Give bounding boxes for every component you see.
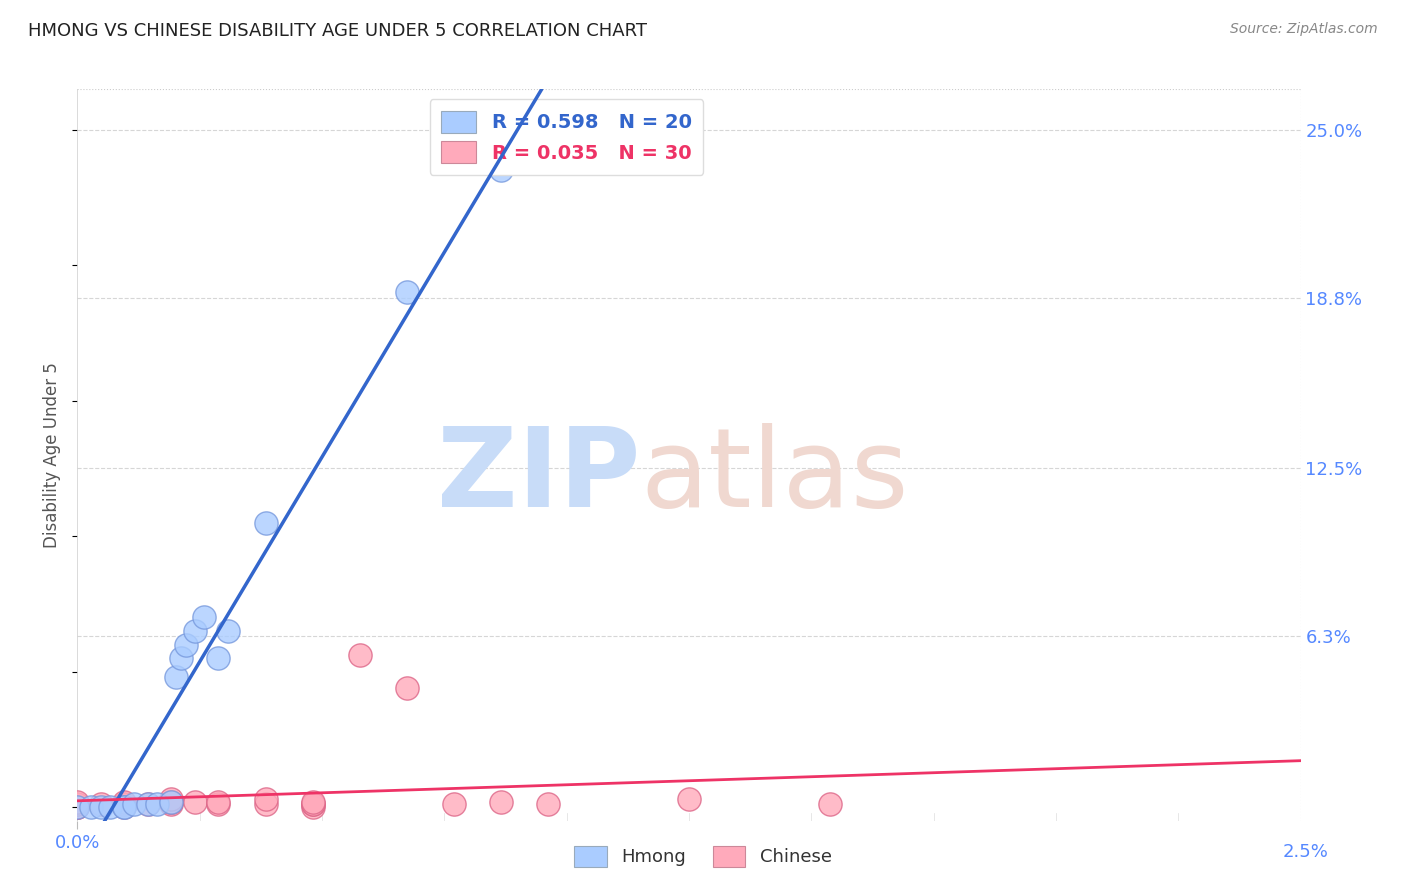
Point — [301, 797, 323, 812]
Point — [146, 797, 169, 812]
Point — [184, 624, 207, 638]
Point — [160, 797, 183, 812]
Point — [66, 797, 89, 812]
Text: HMONG VS CHINESE DISABILITY AGE UNDER 5 CORRELATION CHART: HMONG VS CHINESE DISABILITY AGE UNDER 5 … — [28, 22, 647, 40]
Point — [112, 797, 135, 812]
Point — [66, 800, 89, 814]
Point — [818, 797, 841, 812]
Point — [160, 795, 183, 809]
Point — [66, 800, 89, 814]
Point — [489, 163, 512, 178]
Legend: Hmong, Chinese: Hmong, Chinese — [567, 838, 839, 874]
Point — [217, 624, 239, 638]
Point — [301, 795, 323, 809]
Point — [443, 797, 465, 812]
Point — [489, 795, 512, 809]
Point — [90, 800, 112, 814]
Point — [207, 795, 229, 809]
Point — [184, 795, 207, 809]
Text: atlas: atlas — [640, 424, 908, 531]
Point — [66, 800, 89, 814]
Point — [174, 638, 197, 652]
Point — [112, 800, 135, 814]
Point — [165, 670, 187, 684]
Point — [349, 648, 371, 663]
Point — [254, 792, 277, 806]
Point — [66, 795, 89, 809]
Point — [112, 800, 135, 814]
Point — [160, 795, 183, 809]
Point — [678, 792, 700, 806]
Text: 2.5%: 2.5% — [1282, 843, 1329, 861]
Point — [170, 651, 193, 665]
Point — [160, 795, 183, 809]
Point — [301, 800, 323, 814]
Point — [112, 800, 135, 814]
Point — [207, 651, 229, 665]
Point — [66, 800, 89, 814]
Point — [537, 797, 560, 812]
Point — [90, 797, 112, 812]
Y-axis label: Disability Age Under 5: Disability Age Under 5 — [44, 362, 62, 548]
Point — [136, 797, 159, 812]
Point — [254, 797, 277, 812]
Text: ZIP: ZIP — [437, 424, 640, 531]
Point — [98, 800, 121, 814]
Legend: R = 0.598   N = 20, R = 0.035   N = 30: R = 0.598 N = 20, R = 0.035 N = 30 — [430, 99, 703, 175]
Point — [136, 797, 159, 812]
Text: Source: ZipAtlas.com: Source: ZipAtlas.com — [1230, 22, 1378, 37]
Point — [395, 285, 418, 300]
Point — [301, 797, 323, 812]
Point — [80, 800, 103, 814]
Point — [122, 797, 145, 812]
Point — [254, 516, 277, 530]
Point — [207, 797, 229, 812]
Point — [193, 610, 215, 624]
Point — [160, 792, 183, 806]
Point — [395, 681, 418, 695]
Point — [112, 795, 135, 809]
